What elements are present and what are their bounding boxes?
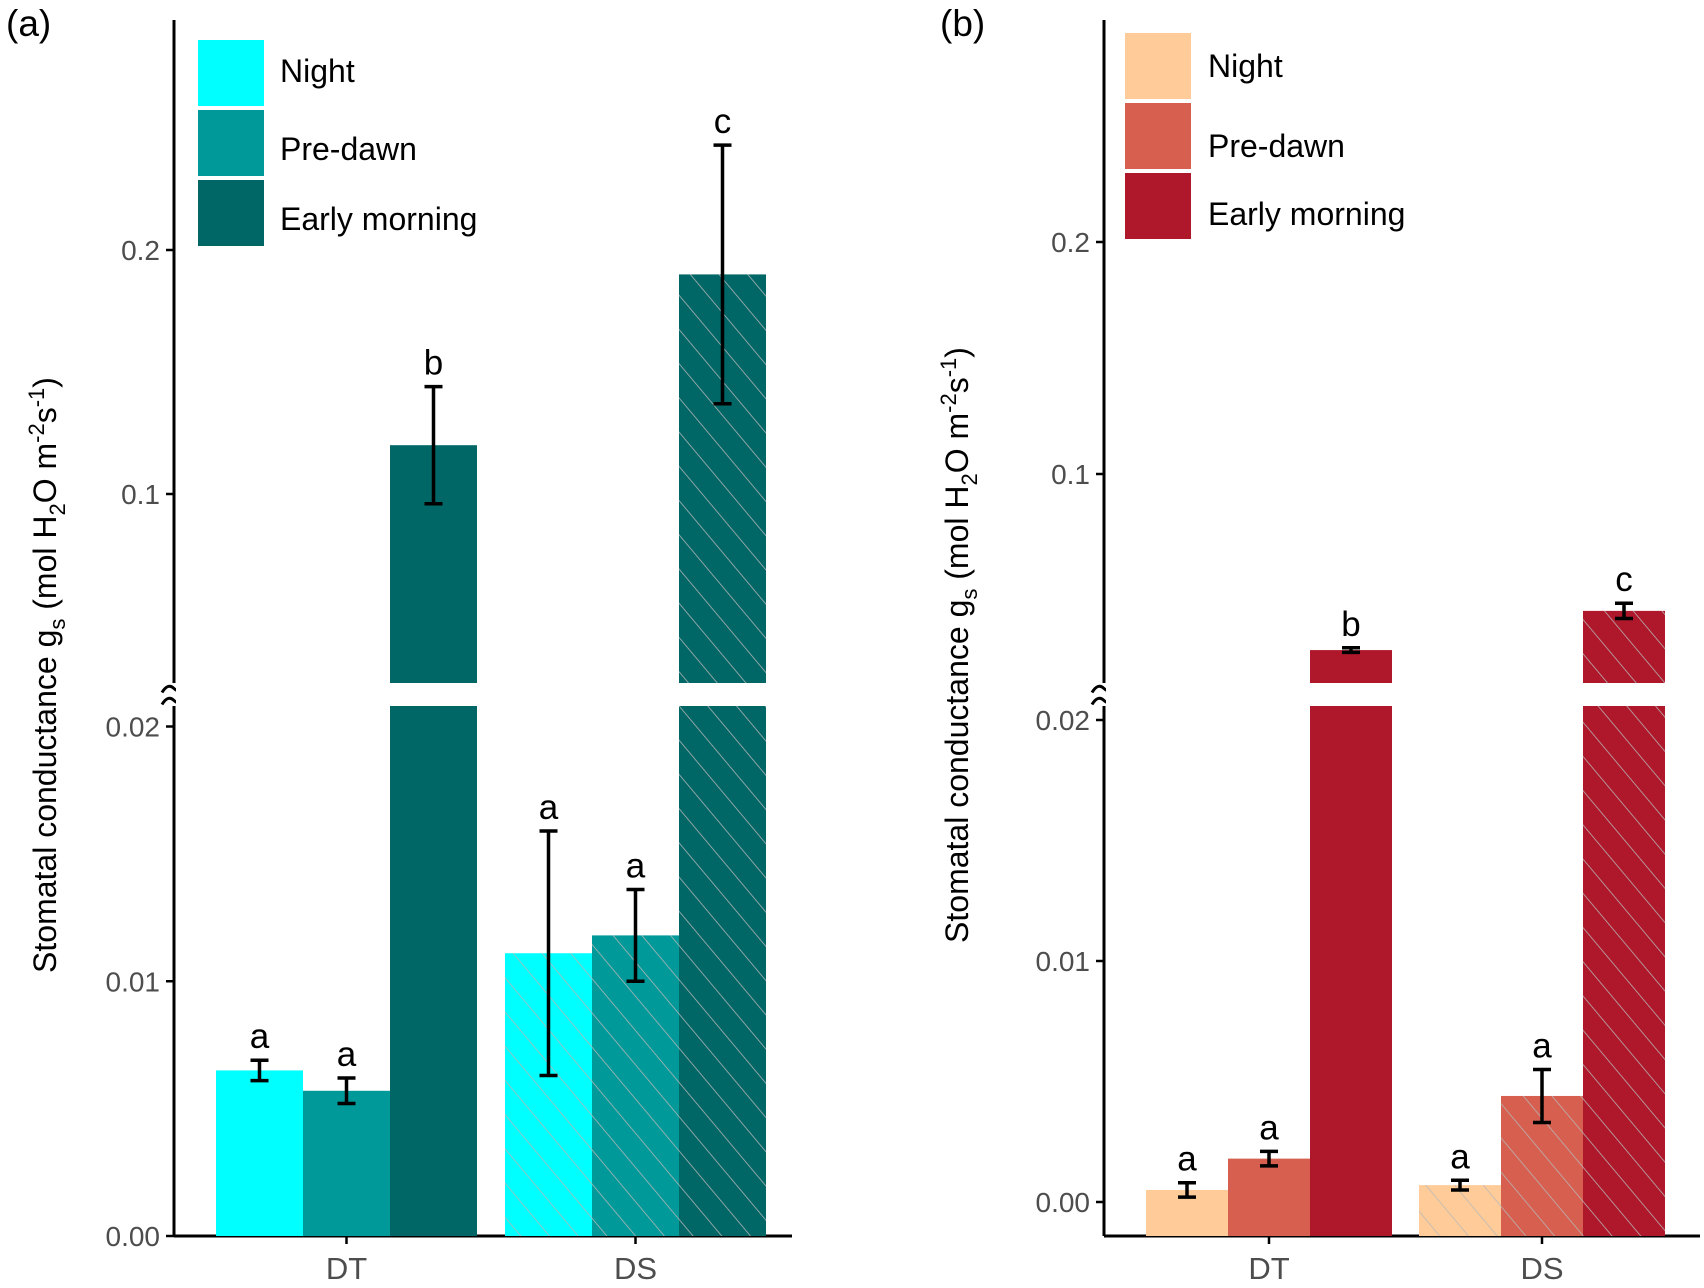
significance-letter: a: [626, 847, 646, 886]
y-axis-title-part: 2: [45, 503, 70, 515]
panel-label: (b): [940, 3, 985, 44]
bar-hatch: [1419, 1185, 1501, 1236]
legend-label: Early morning: [1208, 196, 1405, 232]
significance-letter: b: [424, 344, 443, 383]
panel-b: (b)Stomatal conductance gs (mol H2O m-2s…: [936, 3, 1700, 1286]
y-axis-title-part: (mol H: [939, 486, 975, 589]
y-axis-title-part: s: [45, 619, 70, 630]
significance-letter: a: [539, 788, 559, 827]
legend-label: Early morning: [280, 201, 477, 237]
significance-letter: a: [1177, 1140, 1197, 1179]
bar-upper-segment: [1310, 650, 1392, 683]
axis-break-gap: [1106, 683, 1698, 706]
bar: [216, 1070, 303, 1236]
x-tick-label: DS: [614, 1251, 657, 1286]
legend-swatch: [198, 110, 264, 176]
bar-hatch: [1583, 706, 1665, 1236]
y-axis-title-part: -2: [24, 423, 49, 443]
bar-hatch: [1583, 610, 1665, 683]
bar-hatch: [592, 935, 679, 1236]
y-tick-label: 0.00: [1036, 1187, 1091, 1218]
legend-swatch: [198, 40, 264, 106]
legend-label: Pre-dawn: [1208, 128, 1345, 164]
y-tick-label: 0.1: [1051, 459, 1090, 490]
x-tick-label: DT: [326, 1251, 367, 1286]
legend-label: Night: [1208, 48, 1283, 84]
y-axis-title: Stomatal conductance gs (mol H2O m-2s-1): [936, 347, 982, 943]
panel-a: (a)Stomatal conductance gs (mol H2O m-2s…: [6, 3, 792, 1286]
legend-swatch: [1125, 173, 1191, 239]
y-axis-title-part: 2: [957, 473, 982, 485]
legend-label: Pre-dawn: [280, 131, 417, 167]
y-tick-label: 0.02: [106, 712, 161, 743]
bar: [303, 1090, 390, 1236]
bar: [1228, 1158, 1310, 1236]
y-tick-label: 0.2: [121, 235, 160, 266]
y-axis-title-part: Stomatal conductance g: [939, 600, 975, 943]
y-axis-title-part: (mol H: [27, 516, 63, 619]
y-axis-title-part: s: [939, 377, 975, 393]
bar-lower-segment: [390, 706, 477, 1236]
significance-letter: c: [1615, 560, 1633, 599]
y-axis-title-part: O m: [939, 413, 975, 473]
y-axis-title-part: s: [27, 407, 63, 423]
legend-swatch: [1125, 103, 1191, 169]
y-axis-title-part: Stomatal conductance g: [27, 630, 63, 973]
y-axis-title-part: -1: [936, 358, 961, 378]
y-tick-label: 0.1: [121, 479, 160, 510]
bar-hatch: [679, 706, 766, 1236]
y-axis-title-part: ): [939, 347, 975, 358]
y-tick-label: 0.2: [1051, 227, 1090, 258]
y-axis-title: Stomatal conductance gs (mol H2O m-2s-1): [24, 377, 70, 973]
x-tick-label: DT: [1248, 1251, 1289, 1286]
y-tick-label: 0.01: [106, 966, 161, 997]
significance-letter: a: [1532, 1026, 1552, 1065]
y-axis-title-part: s: [957, 589, 982, 600]
legend-label: Night: [280, 53, 355, 89]
legend-swatch: [1125, 33, 1191, 99]
significance-letter: a: [337, 1035, 357, 1074]
y-tick-label: 0.02: [1036, 705, 1091, 736]
legend-swatch: [198, 180, 264, 246]
y-tick-label: 0.01: [1036, 946, 1091, 977]
bar-lower-segment: [1310, 706, 1392, 1236]
y-axis-title-part: O m: [27, 443, 63, 503]
panel-label: (a): [6, 3, 51, 44]
y-axis-title-part: -1: [24, 388, 49, 408]
significance-letter: a: [250, 1017, 270, 1056]
significance-letter: a: [1450, 1137, 1470, 1176]
significance-letter: a: [1259, 1108, 1279, 1147]
significance-letter: b: [1341, 605, 1360, 644]
axis-break-gap: [176, 683, 790, 706]
y-axis-title-part: ): [27, 377, 63, 388]
significance-letter: c: [714, 102, 732, 141]
y-axis-title-part: -2: [936, 393, 961, 413]
x-tick-label: DS: [1520, 1251, 1563, 1286]
y-tick-label: 0.00: [106, 1221, 161, 1252]
